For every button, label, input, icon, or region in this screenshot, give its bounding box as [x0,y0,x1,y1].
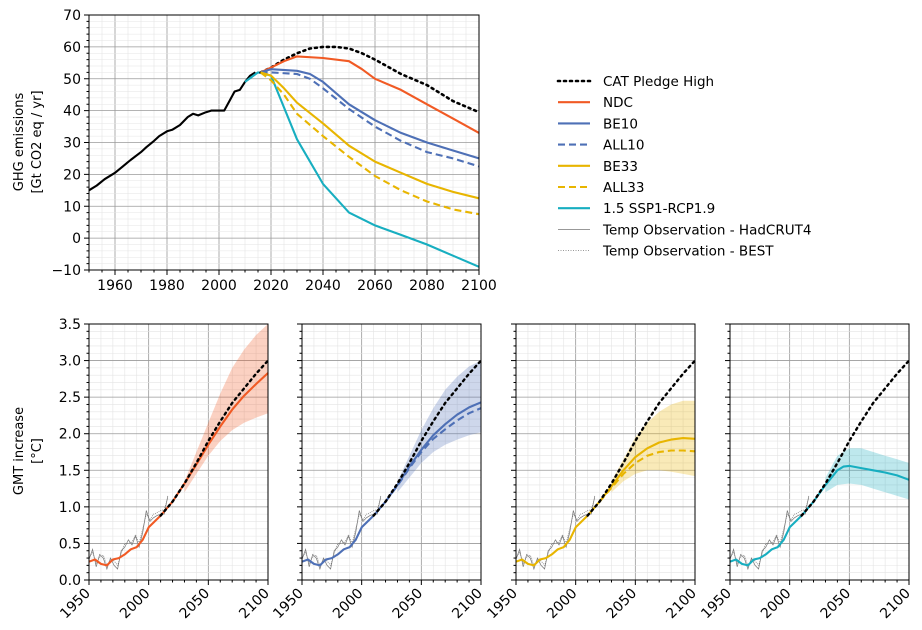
x-tick-label: 2050 [390,586,427,623]
x-tick-label: 2050 [604,586,641,623]
gmt-panel-2: 1950 2000 2050 2100 [270,323,486,623]
y-tick-label: 0.5 [59,536,81,552]
x-tick-label: 2080 [409,278,445,294]
x-tick-label: 2100 [449,586,486,623]
gmt-panel-4: 1950 2000 2050 2100 [698,323,914,623]
x-tick-label: 2000 [201,278,237,294]
gmt-panels: 1950 2000 2050 2100 0.0 0.5 1.0 1.5 2.0 2.5 3.0 3.5… [57,317,914,622]
y-tick-label: 1.0 [59,500,81,516]
x-tick-label: 2100 [461,278,497,294]
x-tick-label: 2020 [253,278,289,294]
uncertainty-band [825,448,909,500]
series-line-hist [88,71,256,192]
gmt-panel-3: 1950 2000 2050 2100 [484,323,700,623]
x-tick-label: 2100 [663,586,700,623]
panel-frame [301,323,482,581]
series-line [301,401,482,567]
emissions-ylabel: GHG emissions [12,93,27,192]
observation-line-hadcrut4 [88,495,169,571]
series-line-all10 [260,71,480,168]
series-line [88,372,269,567]
legend-label: CAT Pledge High [603,74,714,90]
observation-line-hadcrut4 [301,495,382,571]
series-line [729,464,910,567]
y-tick-label: 40 [63,104,81,120]
series-line-cat-pledge-high [586,359,697,517]
x-tick-label: 1950 [270,586,307,623]
legend-label: NDC [603,95,633,111]
x-tick-label: 2000 [758,586,795,623]
x-tick-label: 2050 [177,586,214,623]
uncertainty-band [184,324,268,493]
legend-label: Temp Observation - BEST [602,244,774,260]
y-tick-label: 30 [63,136,81,152]
series-line-cat-pledge-high [159,359,270,517]
series-line-ndc [260,55,480,134]
x-tick-label: 1950 [57,586,94,623]
panel-frame [515,323,696,581]
legend-label: 1.5 SSP1-RCP1.9 [603,201,715,217]
legend-label: BE10 [603,116,638,132]
y-tick-label: 50 [63,72,81,88]
y-tick-label: 20 [63,167,81,183]
emissions-panel: 1960 1980 2000 2020 2040 2060 2080 2100−1001020… [12,8,497,294]
emissions-series [88,45,481,268]
y-tick-label: 0.0 [59,573,81,589]
series-line-cat [259,45,481,114]
gmt-ylabel-units: [°C] [30,438,45,464]
x-tick-label: 2040 [305,278,341,294]
uncertainty-band [397,360,481,493]
panel-frame [88,323,269,581]
y-tick-label: 60 [63,40,81,56]
series-line-be33 [260,71,480,200]
legend-label: ALL33 [603,180,644,196]
x-tick-label: 1950 [484,586,521,623]
emissions-grid [88,14,480,271]
x-tick-label: 2100 [236,586,273,623]
emissions-ylabel-units: [Gt CO2 eq / yr] [30,90,45,193]
y-tick-label: 2.5 [59,390,81,406]
series-line-be10 [260,68,480,160]
y-tick-label: 3.0 [59,354,81,370]
x-tick-label: 2050 [818,586,855,623]
x-tick-label: 2000 [544,586,581,623]
legend-label: Temp Observation - HadCRUT4 [602,222,811,238]
panel-frame [729,323,910,581]
series-line-cat-pledge-high [800,359,911,517]
y-tick-label: 0 [72,231,81,247]
observation-line-hadcrut4 [515,495,596,571]
gmt-ylabel: GMT increase [12,407,27,495]
gmt-panel-1: 1950 2000 2050 2100 0.0 0.5 1.0 1.5 2.0 2.5 3.0 3.5 [57,317,273,622]
y-tick-label: 1.5 [59,463,81,479]
series-line [515,437,696,567]
observation-line-hadcrut4 [729,495,810,571]
x-tick-label: 1950 [698,586,735,623]
series-line [598,449,696,503]
x-tick-label: 2100 [877,586,914,623]
legend-label: ALL10 [603,138,644,154]
legend-label: BE33 [603,159,638,175]
emissions-ticks: 1960 1980 2000 2020 2040 2060 2080 2100−1001020… [51,8,496,294]
y-tick-label: 2.0 [59,427,81,443]
series-line-cat-pledge-high [372,359,483,517]
series-line-all33 [259,71,480,216]
x-tick-label: 1980 [149,278,185,294]
x-tick-label: 1960 [97,278,133,294]
y-tick-label: −10 [51,263,81,279]
x-tick-label: 2000 [330,586,367,623]
series-line [384,407,482,503]
y-tick-label: 10 [63,199,81,215]
legend: CAT Pledge High NDC BE10 ALL10 BE33 ALL33 1.5 … [556,74,811,260]
y-tick-label: 3.5 [59,317,81,333]
x-tick-label: 2060 [357,278,393,294]
x-tick-label: 2000 [117,586,154,623]
y-tick-label: 70 [63,8,81,24]
